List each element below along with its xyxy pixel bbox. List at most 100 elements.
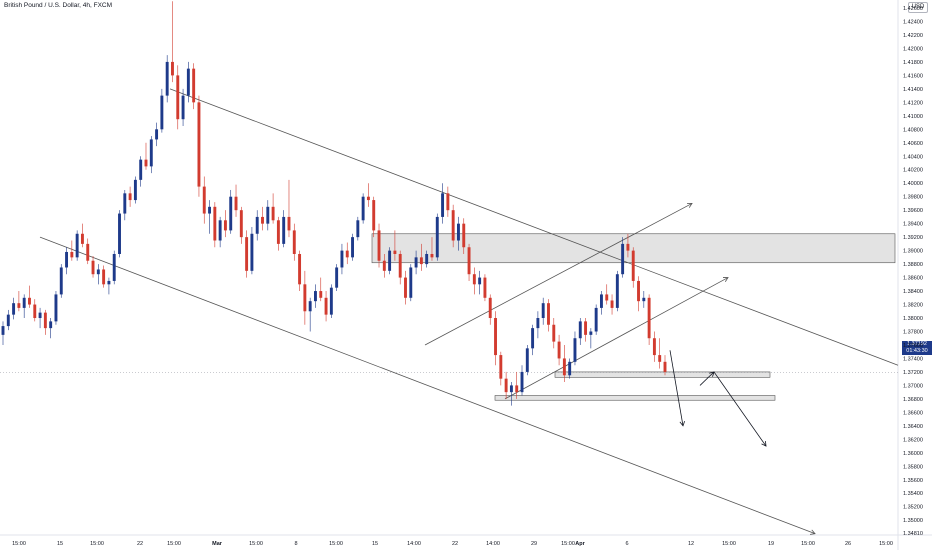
y-tick-label: 1.38200 — [903, 303, 923, 309]
rising-wedge-upper-arrowhead — [686, 202, 693, 208]
candle-body — [43, 312, 47, 329]
candle-body — [38, 312, 42, 319]
candle-body — [642, 297, 646, 302]
candle-body — [59, 267, 63, 295]
candle-body — [578, 321, 582, 339]
lower-channel — [39, 236, 816, 535]
rising-wedge-upper — [424, 203, 693, 346]
candle-body — [54, 294, 58, 322]
candle-body — [70, 251, 74, 258]
upper-channel — [169, 88, 899, 366]
candle-body — [637, 280, 640, 302]
candle-body — [287, 216, 291, 231]
candle-body — [160, 95, 164, 130]
candle-body — [102, 269, 106, 285]
candle-body — [266, 206, 270, 224]
support-zone-1 — [554, 371, 771, 378]
y-tick-label: 1.39000 — [903, 249, 923, 255]
candle-body — [171, 61, 174, 76]
candle-body — [197, 102, 201, 187]
y-tick-label: 1.34810 — [903, 531, 923, 537]
trendlines-layer — [0, 88, 899, 535]
candle-body — [536, 318, 540, 329]
candle-body — [377, 230, 381, 261]
candle-body — [96, 269, 100, 275]
candle-body — [181, 95, 185, 120]
candle-body — [615, 274, 619, 308]
candle-body — [292, 230, 296, 254]
candle-body — [478, 277, 482, 285]
x-tick-label: 15:00 — [329, 541, 343, 547]
candle-body — [12, 303, 16, 315]
candle-body — [314, 291, 317, 302]
candle-body — [351, 237, 354, 258]
candle-body — [186, 68, 190, 96]
candle-body — [589, 331, 593, 335]
candle-body — [472, 274, 476, 285]
candle-body — [133, 179, 137, 201]
y-tick-label: 1.35600 — [903, 478, 923, 484]
candle-body — [282, 216, 286, 244]
candle-body — [483, 277, 487, 298]
y-tick-label: 1.35800 — [903, 464, 923, 470]
rising-wedge-lower-arrowhead — [722, 277, 729, 282]
candle-body — [65, 251, 69, 268]
candle-body — [91, 260, 95, 275]
candle-body — [499, 355, 503, 379]
candle-body — [271, 206, 275, 221]
candle-body — [165, 61, 169, 96]
candle-body — [441, 193, 445, 217]
currency-selector[interactable]: USD — [908, 2, 928, 13]
candle-body — [245, 237, 249, 271]
candle-body — [261, 216, 264, 224]
candle-body — [319, 291, 323, 298]
candle-body — [86, 243, 90, 261]
y-tick-label: 1.36400 — [903, 424, 923, 430]
x-tick-label: 15:00 — [90, 541, 104, 547]
y-tick-label: 1.42600 — [903, 6, 923, 12]
y-tick-label: 1.40200 — [903, 168, 923, 174]
candle-body — [366, 196, 370, 201]
price-axis[interactable]: 1.42600 1.42400 1.42200 1.42000 1.41800 1.416… — [903, 6, 923, 537]
candle-body — [1, 326, 5, 335]
candle-body — [149, 139, 153, 167]
current-price-tag: 1.37192 01:43:30 — [902, 341, 932, 355]
x-tick-label: Apr — [575, 541, 585, 547]
y-tick-label: 1.37400 — [903, 356, 923, 362]
candle-body — [234, 196, 238, 211]
x-tick-label: 15 — [372, 541, 378, 547]
candle-body — [658, 355, 662, 362]
y-tick-label: 1.40000 — [903, 181, 923, 187]
candle-body — [33, 304, 37, 319]
y-tick-label: 1.39600 — [903, 208, 923, 214]
candle-body — [398, 253, 402, 278]
candle-body — [361, 196, 365, 221]
projection-arrowhead — [679, 420, 685, 427]
projection-arrowhead — [761, 441, 767, 447]
x-tick-label: 15:00 — [801, 541, 815, 547]
candle-body — [435, 216, 439, 258]
candle-body — [28, 297, 31, 305]
candle-body — [462, 223, 466, 248]
projection-segment — [669, 350, 684, 426]
y-tick-label: 1.42000 — [903, 46, 923, 52]
candle-body — [647, 297, 651, 339]
projection-segment — [713, 371, 767, 447]
candle-body — [356, 220, 360, 238]
y-tick-label: 1.36200 — [903, 437, 923, 443]
candle-body — [208, 206, 212, 214]
x-tick-label: 15 — [57, 541, 63, 547]
x-tick-label: 15:00 — [167, 541, 181, 547]
candle-body — [6, 314, 10, 327]
y-tick-label: 1.38000 — [903, 316, 923, 322]
y-tick-label: 1.35200 — [903, 505, 923, 511]
candle-body — [605, 294, 609, 301]
candle-body — [663, 361, 667, 372]
candle-body — [218, 220, 222, 241]
candle-body — [568, 361, 572, 376]
candle-body — [557, 341, 561, 359]
candle-body — [17, 303, 21, 308]
y-tick-label: 1.36800 — [903, 397, 923, 403]
time-axis[interactable]: 15:00 15 15:00 22 15:00 Mar 15:00 8 15:00 15 14:00… — [12, 541, 893, 547]
